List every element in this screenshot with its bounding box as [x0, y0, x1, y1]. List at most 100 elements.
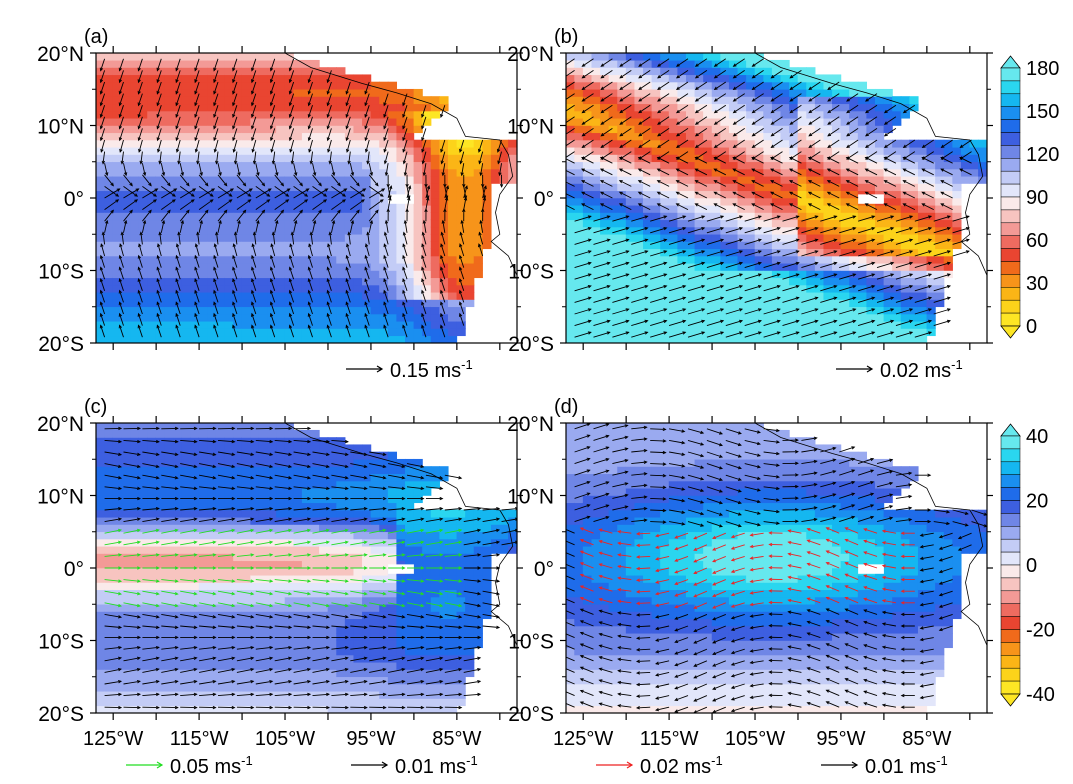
field-cell	[754, 81, 764, 90]
vector-arrowhead	[288, 278, 293, 283]
vector-arrowhead	[657, 86, 661, 91]
field-cell	[909, 277, 919, 286]
vector-arrowhead	[209, 193, 214, 197]
field-cell	[814, 255, 825, 264]
field-cell	[362, 161, 372, 170]
vector-arrow	[657, 139, 670, 148]
field-cell	[310, 146, 320, 155]
field-cell	[711, 233, 721, 242]
vector-arrowhead	[384, 172, 389, 177]
field-cell	[926, 175, 936, 184]
vector-arrowhead	[345, 90, 349, 95]
field-cell	[875, 313, 885, 322]
vector-arrowhead	[421, 266, 425, 271]
field-cell	[130, 306, 140, 315]
field-cell	[301, 88, 312, 97]
vector-arrow	[274, 186, 289, 197]
field-cell	[814, 284, 825, 293]
field-cell	[155, 53, 166, 61]
field-cell	[370, 168, 380, 177]
vector-arrow	[157, 255, 162, 268]
field-cell	[207, 248, 217, 257]
vector-arrow	[308, 116, 313, 129]
field-cell	[422, 233, 432, 242]
field-cell	[574, 67, 584, 76]
field-cell	[789, 291, 799, 300]
field-cell	[935, 233, 945, 242]
field-cell	[754, 125, 764, 134]
field-cell	[935, 204, 945, 213]
field-cell	[608, 74, 618, 83]
field-cell	[473, 248, 483, 257]
field-cell	[728, 219, 739, 228]
vector-arrow	[619, 151, 632, 160]
vector-arrowhead	[713, 109, 718, 114]
field-cell	[215, 291, 226, 300]
vector-arrowhead	[625, 319, 630, 324]
field-cell	[173, 175, 183, 184]
field-cell	[754, 183, 764, 192]
field-cell	[482, 168, 492, 177]
vector-arrow	[364, 302, 370, 315]
field-cell	[258, 255, 269, 264]
field-cell	[301, 270, 312, 279]
field-cell	[241, 233, 251, 242]
field-cell	[198, 74, 208, 83]
vector-arrowhead	[156, 90, 160, 95]
vector-arrow	[274, 163, 278, 176]
field-cell	[173, 270, 183, 279]
field-cell	[190, 81, 200, 90]
field-cell	[892, 110, 902, 119]
vector-arrow	[365, 139, 370, 153]
vector-arrowhead	[751, 191, 756, 195]
field-cell	[379, 204, 389, 213]
field-cell	[267, 190, 277, 199]
vector-arrow	[384, 151, 389, 164]
field-cell	[130, 146, 140, 155]
vector-arrow	[383, 116, 389, 129]
field-cell	[319, 88, 329, 97]
field-cell	[771, 110, 782, 119]
vector-arrow	[695, 139, 708, 148]
vector-arrowhead	[156, 113, 160, 118]
vector-arrow	[179, 186, 195, 197]
field-cell	[173, 248, 183, 257]
vector-arrowhead	[232, 102, 236, 107]
field-cell	[582, 313, 593, 322]
field-cell	[789, 262, 799, 271]
vector-arrow	[119, 139, 124, 153]
field-cell	[439, 313, 449, 322]
field-cell	[121, 226, 131, 235]
field-cell	[207, 277, 217, 286]
field-cell	[660, 233, 670, 242]
vector-arrowhead	[99, 254, 104, 259]
field-cell	[789, 154, 799, 163]
field-cell	[250, 125, 260, 134]
vector-arrow	[402, 267, 408, 280]
field-cell	[293, 233, 303, 242]
field-cell	[155, 204, 166, 213]
field-cell	[660, 175, 670, 184]
vector-arrow	[368, 188, 385, 199]
field-cell	[319, 328, 329, 337]
field-cell	[703, 313, 713, 322]
field-cell	[668, 270, 678, 279]
field-cell	[267, 183, 277, 192]
vector-arrowhead	[232, 113, 236, 118]
field-cell	[353, 226, 363, 235]
field-cell	[643, 233, 653, 242]
vector-arrow	[612, 215, 629, 222]
vector-arrowhead	[288, 289, 293, 294]
vector-arrowhead	[326, 90, 330, 95]
field-cell	[917, 255, 928, 264]
field-cell	[258, 53, 269, 61]
field-cell	[566, 204, 575, 213]
field-cell	[405, 313, 415, 322]
field-cell	[430, 255, 440, 264]
vector-arrow	[441, 232, 446, 245]
field-cell	[685, 335, 696, 343]
field-cell	[482, 190, 492, 199]
field-cell	[789, 277, 799, 286]
vector-arrowhead	[720, 285, 725, 289]
field-cell	[301, 233, 312, 242]
